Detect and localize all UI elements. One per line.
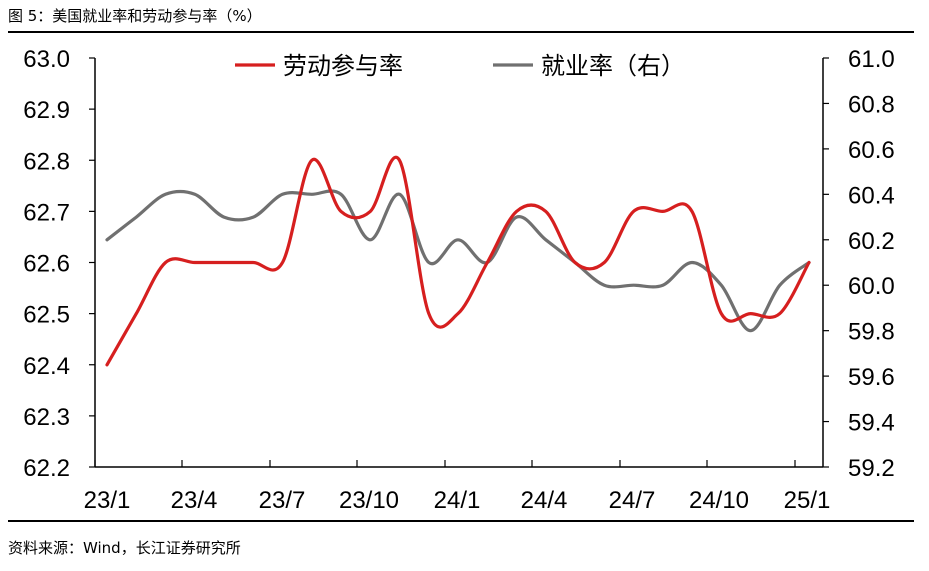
legend-label: 劳动参与率 [283, 53, 403, 80]
x-tick-label: 24/1 [434, 487, 481, 514]
x-tick-label: 24/10 [689, 487, 749, 514]
left-tick-label: 62.6 [23, 251, 70, 278]
left-tick-label: 62.3 [23, 404, 70, 431]
right-tick-label: 59.4 [848, 410, 895, 437]
figure-title: 图 5：美国就业率和劳动参与率（%） [8, 7, 262, 25]
right-tick-label: 60.4 [848, 182, 895, 209]
right-tick-label: 60.0 [848, 273, 895, 300]
x-tick-label: 23/1 [84, 487, 131, 514]
left-tick-label: 63.0 [23, 46, 70, 73]
x-axis-ticks: 23/1 23/4 23/7 23/10 24/1 24/4 24/7 24/10 25/1 [84, 460, 831, 514]
x-tick-label: 23/4 [171, 487, 218, 514]
top-rule [8, 31, 914, 33]
source-note: 资料来源：Wind，长江证券研究所 [8, 539, 241, 557]
x-tick-label: 23/10 [339, 487, 399, 514]
left-tick-label: 62.5 [23, 302, 70, 329]
left-tick-label: 62.9 [23, 97, 70, 124]
left-tick-label: 62.2 [23, 455, 70, 482]
x-tick-label: 25/1 [784, 487, 831, 514]
series-lines [105, 155, 811, 367]
x-tick-label: 23/7 [259, 487, 306, 514]
right-tick-label: 60.2 [848, 228, 895, 255]
right-tick-label: 60.6 [848, 137, 895, 164]
right-tick-label: 59.2 [848, 455, 895, 482]
x-tick-label: 24/4 [521, 487, 568, 514]
right-tick-label: 60.8 [848, 91, 895, 118]
bottom-rule [8, 520, 914, 522]
legend-label: 就业率（右） [541, 53, 685, 80]
series-line-participation-rate [105, 155, 811, 367]
series-line-employment-rate [105, 189, 811, 333]
left-tick-label: 62.7 [23, 199, 70, 226]
chart-legend: 劳动参与率 就业率（右） [235, 53, 685, 80]
right-tick-label: 61.0 [848, 46, 895, 73]
left-tick-label: 62.4 [23, 353, 70, 380]
right-axis-ticks: 59.2 59.4 59.6 59.8 60.0 60.2 60.4 60.6 60.8 61.0 [823, 46, 895, 482]
left-axis-ticks: 62.2 62.3 62.4 62.5 62.6 62.7 62.8 62.9 63.0 [23, 46, 95, 482]
right-tick-label: 59.6 [848, 364, 895, 391]
right-tick-label: 59.8 [848, 319, 895, 346]
x-tick-label: 24/7 [609, 487, 656, 514]
left-tick-label: 62.8 [23, 148, 70, 175]
